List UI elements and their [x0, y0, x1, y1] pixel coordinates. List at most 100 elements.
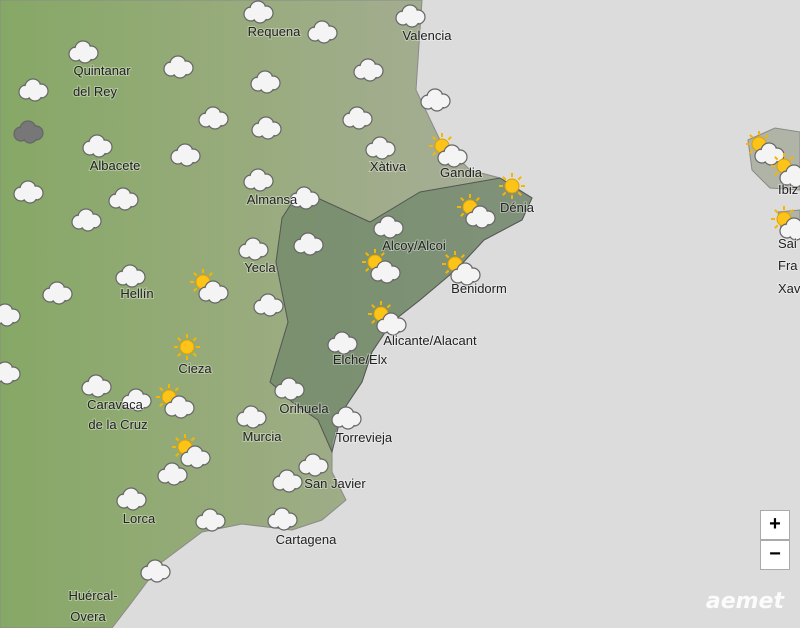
place-label: Yecla [244, 260, 276, 275]
cloud-fill [174, 65, 186, 77]
sun-ray [774, 156, 779, 161]
cloud-icon [243, 0, 274, 24]
cloud-icon [164, 395, 195, 419]
cloud-fill [264, 303, 276, 315]
cloud-icon [42, 281, 73, 305]
sun-ray [371, 304, 376, 309]
sun-ray [460, 254, 465, 259]
cloud-fill [191, 455, 203, 467]
sun-ray [380, 252, 385, 257]
cloud-icon [272, 469, 303, 493]
place-label: Alcoy/Alcoi [382, 238, 446, 253]
cloud-icon [298, 453, 329, 477]
cloud-fill [175, 405, 187, 417]
sun-ray [432, 136, 437, 141]
cloud-fill [261, 80, 273, 92]
cloud-fill [318, 30, 330, 42]
place-label: Sai [778, 236, 797, 251]
cloud-icon [68, 40, 99, 64]
cloud-icon [163, 55, 194, 79]
cloud-icon [71, 208, 102, 232]
cloud-icon [293, 232, 324, 256]
cloud-icon [18, 78, 49, 102]
cloud-fill [790, 174, 800, 186]
place-label: de la Cruz [88, 417, 147, 432]
cloud-icon [0, 303, 21, 327]
cloud-icon [170, 143, 201, 167]
cloud-icon [342, 106, 373, 130]
cloud-icon [251, 116, 282, 140]
sun-ray [502, 191, 507, 196]
place-label: Quintanar [73, 63, 131, 78]
place-label: Torrevieja [336, 430, 393, 445]
cloud-fill [406, 14, 418, 26]
weather-icons [0, 0, 800, 583]
cloud-fill [1, 313, 13, 325]
cloud-icon [331, 406, 362, 430]
sun-ray [193, 272, 198, 277]
sun-ray [177, 352, 182, 357]
place-label: Gandia [440, 165, 483, 180]
cloud-fill [53, 291, 65, 303]
cloud-fill [79, 50, 91, 62]
cloud-fill [448, 154, 460, 166]
cloud-fill [254, 178, 266, 190]
sun-ray [517, 176, 522, 181]
cloud-icon [395, 4, 426, 28]
place-label: Xav [778, 281, 800, 296]
place-label: Alicante/Alacant [383, 333, 477, 348]
cloud-icon [0, 361, 21, 385]
cloud-icon [250, 70, 281, 94]
cloud-icon [370, 260, 401, 284]
cloud-icon [198, 280, 229, 304]
cloud-fill [790, 227, 800, 239]
sun-ray [174, 387, 179, 392]
cloud-fill [384, 225, 396, 237]
place-label: Albacete [90, 158, 141, 173]
place-label: Cieza [178, 361, 212, 376]
cloud-icon [115, 264, 146, 288]
cloud-fill [364, 68, 376, 80]
cloud-icon [180, 445, 211, 469]
place-label: Lorca [123, 511, 156, 526]
place-label: Requena [248, 24, 302, 39]
cloud-fill [278, 517, 290, 529]
cloud-fill [309, 463, 321, 475]
zoom-out[interactable]: − [760, 540, 790, 570]
sun-ray [789, 156, 794, 161]
cloud-fill [262, 126, 274, 138]
cloud-icon [108, 187, 139, 211]
zoom-in[interactable]: + [760, 510, 790, 540]
cloud-icon [236, 405, 267, 429]
cloud-fill [1, 371, 13, 383]
cloud-fill [431, 98, 443, 110]
cloud-icon [243, 168, 274, 192]
cloud-fill [342, 416, 354, 428]
place-label: Murcia [242, 429, 282, 444]
cloud-icon [157, 462, 188, 486]
cloud-icon [365, 136, 396, 160]
cloud-fill [93, 144, 105, 156]
place-label: Ibiz [778, 182, 798, 197]
sun-ray [365, 252, 370, 257]
logo: aemet [705, 589, 784, 614]
cloud-fill [209, 290, 221, 302]
cloud-fill [24, 190, 36, 202]
cloud-icon [198, 106, 229, 130]
sun-ray [502, 176, 507, 181]
cloud-icon [327, 331, 358, 355]
cloud-fill [765, 152, 777, 164]
place-label: Overa [70, 609, 106, 624]
sun-ray [159, 387, 164, 392]
place-label: Huércal- [68, 588, 117, 603]
cloud-icon [376, 312, 407, 336]
cloud-icon [267, 507, 298, 531]
cloud-icon [13, 120, 44, 144]
cloud-icon [465, 205, 496, 229]
cloud-fill [151, 569, 163, 581]
place-label: Orihuela [279, 401, 329, 416]
cloud-fill [132, 398, 144, 410]
sun-ray [192, 337, 197, 342]
sun-icon [174, 334, 200, 360]
